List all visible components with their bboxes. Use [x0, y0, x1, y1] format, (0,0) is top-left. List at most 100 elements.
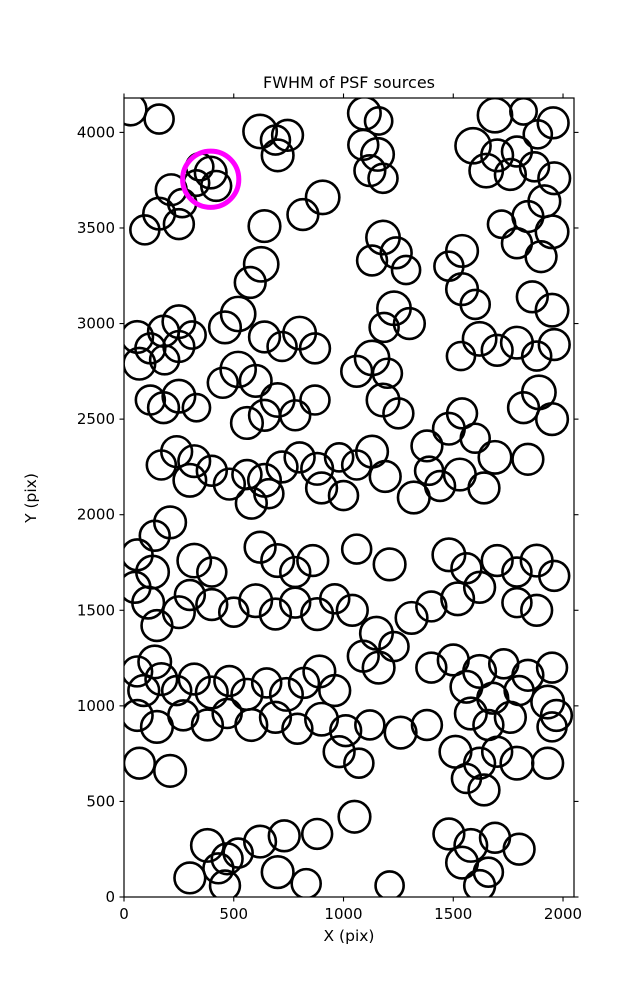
psf-source-circle: [522, 118, 554, 150]
x-tick-label: 500: [219, 905, 248, 923]
psf-source-circle: [462, 570, 497, 605]
psf-source-circle: [124, 655, 154, 688]
psf-source-circle: [461, 320, 498, 357]
psf-source-circle: [304, 471, 339, 505]
psf-source-circle: [234, 486, 268, 520]
psf-source-circle: [243, 530, 277, 564]
psf-source-circle: [459, 288, 492, 321]
psf-source-circle: [390, 254, 422, 286]
psf-source-circle: [177, 444, 212, 479]
psf-source-circle: [267, 819, 301, 853]
psf-source-circle: [287, 666, 321, 700]
psf-source-circle: [539, 698, 574, 733]
psf-source-circle: [181, 392, 212, 423]
psf-source-circle: [177, 320, 207, 350]
psf-source-circle: [394, 600, 429, 636]
psf-source-circle: [190, 708, 225, 742]
psf-source-circle: [286, 197, 320, 232]
psf-source-circle: [337, 799, 372, 834]
psf-source-circle: [238, 363, 273, 399]
psf-source-circle: [361, 650, 396, 685]
psf-source-circle: [318, 673, 352, 708]
selected-source-highlight[interactable]: [180, 148, 242, 210]
psf-source-circle: [382, 397, 415, 430]
y-tick-label: 1000: [77, 697, 115, 715]
psf-source-circle: [300, 451, 335, 486]
psf-source-circle: [335, 593, 369, 627]
psf-source-circle: [431, 537, 467, 573]
psf-source-circle: [467, 773, 501, 807]
psf-source-circle: [536, 106, 570, 140]
selected-source-circle[interactable]: [180, 148, 242, 210]
psf-source-circle: [367, 162, 399, 195]
x-tick-label: 2000: [544, 905, 582, 923]
axes-frame: [123, 97, 575, 898]
psf-source-circle: [296, 543, 330, 578]
y-tick-label: 4000: [77, 123, 115, 141]
psf-source-circle: [515, 280, 549, 314]
psf-source-circle: [265, 450, 299, 484]
psf-source-circle: [534, 214, 570, 250]
psf-source-circle: [493, 700, 528, 734]
psf-source-circle: [432, 817, 466, 851]
psf-source-circle: [538, 559, 571, 593]
psf-source-circle: [459, 422, 492, 455]
psf-source-circle: [124, 698, 154, 733]
psf-source-circle: [243, 824, 278, 859]
psf-source-circle: [530, 746, 565, 780]
psf-source-circle: [304, 701, 340, 737]
psf-source-circle: [283, 441, 316, 474]
psf-source-circle: [454, 126, 492, 165]
psf-source-circle: [511, 442, 545, 476]
psf-source-circle: [258, 700, 293, 734]
psf-source-circle: [537, 161, 572, 196]
psf-source-circle: [253, 477, 285, 510]
psf-source-circle: [534, 402, 570, 437]
psf-source-circle: [167, 699, 200, 732]
psf-source-circle: [453, 696, 488, 731]
psf-source-circle: [323, 442, 355, 473]
psf-source-circle: [511, 658, 545, 692]
psf-source-circle: [493, 157, 528, 192]
psf-source-circle: [199, 169, 233, 203]
psf-source-circle: [260, 855, 295, 890]
y-tick-label: 3500: [77, 219, 115, 237]
psf-source-circle: [173, 578, 207, 612]
psf-source-circle: [383, 715, 418, 750]
psf-source-circle: [518, 151, 551, 183]
psf-source-circle: [300, 596, 335, 632]
psf-source-circle: [219, 295, 257, 333]
psf-source-circle: [368, 311, 400, 344]
psf-source-circle: [238, 583, 274, 619]
psf-source-circle: [413, 455, 445, 487]
psf-source-circle: [340, 449, 373, 481]
psf-source-circle: [172, 462, 208, 498]
y-tick-label: 500: [86, 792, 115, 810]
psf-source-circle: [278, 586, 312, 619]
psf-source-circle: [322, 735, 356, 769]
psf-source-circle: [189, 827, 225, 863]
psf-source-circle: [208, 869, 242, 897]
psf-source-circle: [502, 832, 536, 866]
psf-source-circle: [360, 136, 396, 172]
psf-source-circle: [506, 390, 541, 425]
psf-source-circle: [195, 454, 229, 487]
psf-source-circle: [196, 556, 228, 588]
psf-source-circle: [480, 735, 514, 768]
psf-source-circle: [537, 327, 571, 362]
psf-source-circle: [233, 265, 267, 300]
psf-source-circle: [140, 608, 174, 643]
y-tick-label: 2000: [77, 506, 115, 524]
psf-source-circle: [501, 556, 533, 588]
psf-source-circle: [124, 746, 157, 780]
psf-source-circle: [260, 138, 295, 173]
psf-source-circle: [176, 542, 213, 579]
psf-source-circle: [379, 236, 413, 270]
psf-source-circle: [410, 429, 444, 463]
psf-source-circle: [260, 543, 296, 579]
x-axis-label: X (pix): [324, 927, 375, 945]
psf-source-circle: [372, 547, 407, 582]
psf-source-circle: [145, 449, 178, 481]
